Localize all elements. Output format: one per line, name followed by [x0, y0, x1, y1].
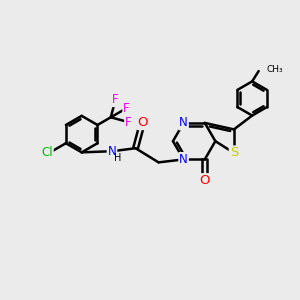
- Text: H: H: [114, 153, 121, 163]
- Text: O: O: [138, 116, 148, 129]
- Text: N: N: [179, 153, 188, 166]
- Text: Cl: Cl: [41, 146, 53, 159]
- Text: CH₃: CH₃: [266, 64, 283, 74]
- Text: F: F: [125, 116, 132, 128]
- Text: N: N: [179, 116, 188, 129]
- Text: F: F: [123, 102, 130, 115]
- Text: O: O: [200, 174, 210, 187]
- Text: S: S: [230, 146, 238, 159]
- Text: F: F: [112, 93, 119, 106]
- Text: N: N: [108, 145, 116, 158]
